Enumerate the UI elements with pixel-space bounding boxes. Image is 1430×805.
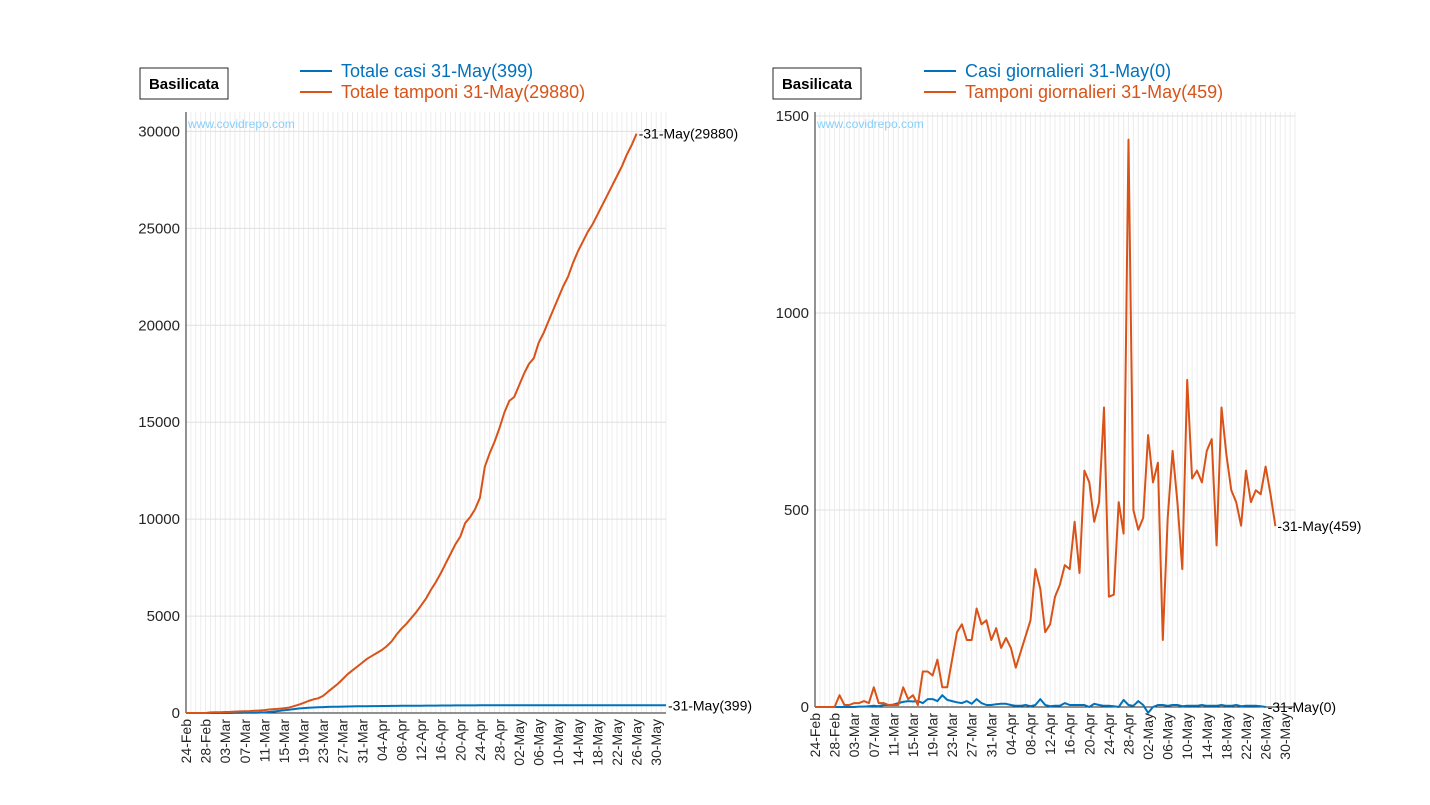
x-tick-label: 04-Apr bbox=[1003, 713, 1019, 755]
x-tick-label: 28-Apr bbox=[1120, 713, 1136, 755]
y-tick-label: 0 bbox=[801, 699, 809, 716]
x-tick-label: 18-May bbox=[589, 719, 605, 766]
x-tick-label: 24-Apr bbox=[472, 719, 488, 761]
x-tick-label: 04-Apr bbox=[374, 719, 390, 761]
y-tick-label: 15000 bbox=[138, 414, 180, 431]
x-tick-label: 15-Mar bbox=[905, 713, 921, 758]
x-tick-label: 15-Mar bbox=[276, 719, 292, 764]
y-tick-label: 0 bbox=[172, 705, 180, 722]
x-tick-label: 11-Mar bbox=[256, 719, 272, 763]
y-tick-label: 25000 bbox=[138, 220, 180, 237]
series-line-tests bbox=[186, 133, 638, 714]
y-tick-label: 20000 bbox=[138, 317, 180, 334]
legend-entry: Totale casi 31-May(399) bbox=[341, 61, 533, 81]
x-tick-label: 30-May bbox=[1277, 713, 1293, 760]
chart-panel-2: 0 500 1000 1500 24-Feb 28-Feb 03-Mar 07-Mar 11-M… bbox=[772, 61, 1361, 760]
series-end-label: -31-May(399) bbox=[668, 697, 752, 713]
region-label-border bbox=[139, 67, 229, 100]
x-tick-label: 07-Mar bbox=[866, 713, 882, 758]
legend-entry: Tamponi giornalieri 31-May(459) bbox=[965, 82, 1223, 102]
x-tick-label: 23-Mar bbox=[315, 719, 331, 764]
y-tick-label: 5000 bbox=[147, 608, 180, 625]
y-tick-label: 30000 bbox=[138, 123, 180, 140]
x-tick-label: 08-Apr bbox=[1023, 713, 1039, 755]
x-tick-label: 24-Feb bbox=[807, 713, 823, 758]
x-tick-label: 08-Apr bbox=[394, 719, 410, 761]
watermark-text: www.covidrepo.com bbox=[816, 117, 924, 131]
legend-entry: Casi giornalieri 31-May(0) bbox=[965, 61, 1171, 81]
x-tick-label: 28-Feb bbox=[198, 719, 214, 764]
y-tick-label: 500 bbox=[784, 502, 809, 519]
x-tick-label: 07-Mar bbox=[237, 719, 253, 764]
x-tick-label: 03-Mar bbox=[846, 713, 862, 758]
x-tick-label: 14-May bbox=[1199, 713, 1215, 760]
region-label: Basilicata bbox=[782, 76, 853, 93]
series-end-label: -31-May(459) bbox=[1277, 518, 1361, 534]
legend: Casi giornalieri 31-May(0)Tamponi giorna… bbox=[924, 61, 1223, 102]
series-line-tests bbox=[815, 138, 1277, 708]
x-tick-label: 23-Mar bbox=[944, 713, 960, 758]
x-tick-label: 12-Apr bbox=[413, 719, 429, 761]
x-tick-label: 10-May bbox=[550, 719, 566, 766]
x-tick-label: 11-Mar bbox=[885, 713, 901, 757]
x-tick-label: 12-Apr bbox=[1042, 713, 1058, 755]
x-tick-label: 02-May bbox=[511, 719, 527, 766]
x-tick-label: 16-Apr bbox=[433, 719, 449, 761]
series-end-label: -31-May(0) bbox=[1268, 699, 1336, 715]
series-line-cases bbox=[186, 704, 666, 714]
x-tick-label: 28-Feb bbox=[827, 713, 843, 758]
x-tick-label: 26-May bbox=[629, 719, 645, 766]
x-tick-label: 31-Mar bbox=[354, 719, 370, 764]
x-tick-label: 20-Apr bbox=[1081, 713, 1097, 755]
region-label-box: Basilicata bbox=[139, 67, 229, 100]
series-end-label: -31-May(29880) bbox=[639, 126, 739, 142]
region-label: Basilicata bbox=[149, 76, 220, 93]
legend: Totale casi 31-May(399)Totale tamponi 31… bbox=[300, 61, 585, 102]
x-tick-label: 18-May bbox=[1218, 713, 1234, 760]
x-tick-label: 14-May bbox=[570, 719, 586, 766]
x-tick-label: 22-May bbox=[1238, 713, 1254, 760]
x-tick-label: 28-Apr bbox=[491, 719, 507, 761]
x-tick-label: 19-Mar bbox=[296, 719, 312, 764]
y-tick-label: 1500 bbox=[776, 108, 809, 125]
x-tick-label: 20-Apr bbox=[452, 719, 468, 761]
x-tick-label: 24-Feb bbox=[178, 719, 194, 764]
x-tick-label: 06-May bbox=[1160, 713, 1176, 760]
y-tick-label: 1000 bbox=[776, 305, 809, 322]
x-tick-label: 30-May bbox=[648, 719, 664, 766]
chart-panel-1: 0 5000 10000 15000 20000 25000 30000 24-Feb 28-F… bbox=[138, 61, 752, 766]
x-tick-label: 16-Apr bbox=[1062, 713, 1078, 755]
x-tick-label: 03-Mar bbox=[217, 719, 233, 764]
legend-entry: Totale tamponi 31-May(29880) bbox=[341, 82, 585, 102]
x-tick-label: 22-May bbox=[609, 719, 625, 766]
x-tick-label: 06-May bbox=[531, 719, 547, 766]
x-tick-label: 26-May bbox=[1258, 713, 1274, 760]
x-tick-label: 31-Mar bbox=[983, 713, 999, 758]
x-tick-label: 27-Mar bbox=[964, 713, 980, 758]
x-tick-label: 02-May bbox=[1140, 713, 1156, 760]
watermark-text: www.covidrepo.com bbox=[187, 117, 295, 131]
x-tick-label: 19-Mar bbox=[925, 713, 941, 758]
region-label-border bbox=[772, 67, 862, 100]
y-tick-label: 10000 bbox=[138, 511, 180, 528]
x-tick-label: 10-May bbox=[1179, 713, 1195, 760]
x-tick-label: 24-Apr bbox=[1101, 713, 1117, 755]
x-tick-label: 27-Mar bbox=[335, 719, 351, 764]
region-label-box: Basilicata bbox=[772, 67, 862, 100]
